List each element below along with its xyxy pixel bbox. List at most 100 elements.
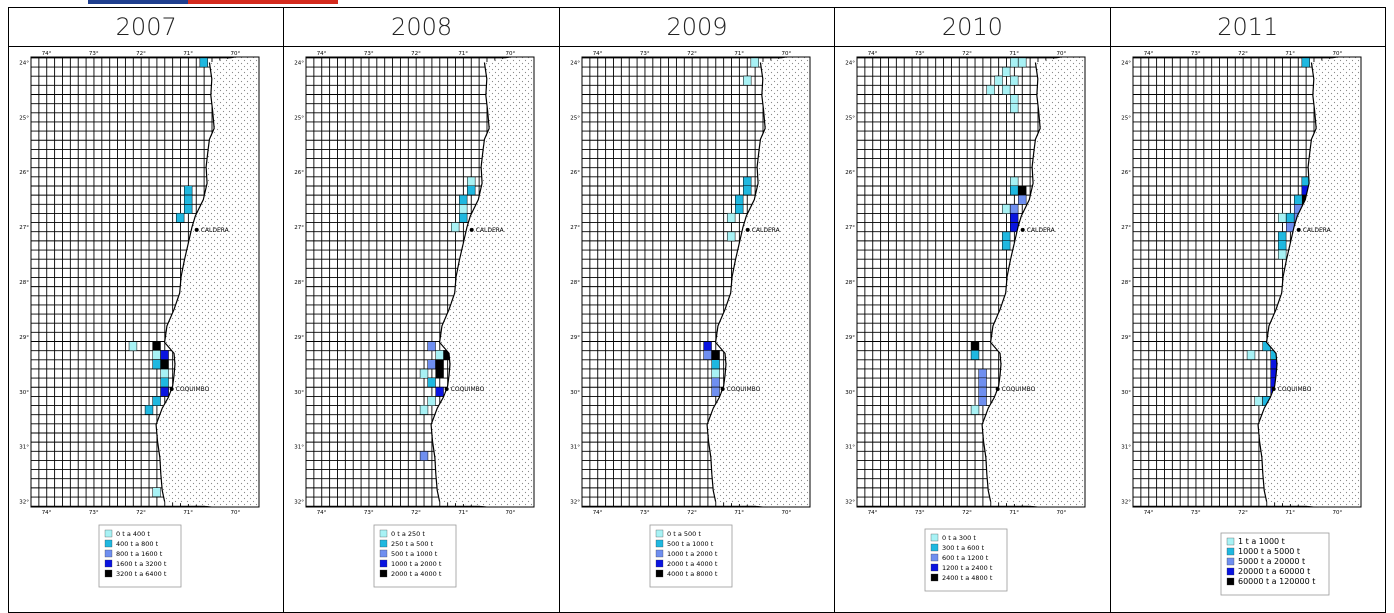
- latitude-tick-label: 28°: [19, 280, 29, 286]
- catch-cell: [144, 405, 154, 415]
- latitude-tick-label: 27°: [19, 225, 29, 231]
- latitude-tick-label: 28°: [295, 280, 305, 286]
- latitude-tick-label: 25°: [19, 115, 29, 121]
- longitude-tick-label: 72°: [687, 51, 697, 57]
- legend-label: 2400 t a 4800 t: [942, 574, 993, 582]
- legend-label: 3200 t a 6400 t: [116, 570, 167, 578]
- year-header-2011: 2011: [1109, 7, 1387, 47]
- longitude-tick-label: 71°: [183, 51, 193, 57]
- city-marker: [995, 387, 1000, 392]
- year-label: 2007: [115, 13, 177, 41]
- catch-cell: [742, 185, 752, 196]
- city-label: COQUIMBO: [176, 386, 210, 393]
- catch-cell: [435, 368, 445, 379]
- city-label: CALDERA: [1302, 227, 1331, 234]
- catch-cell: [152, 359, 161, 370]
- legend-swatch: [1226, 537, 1234, 546]
- legend-label: 1000 t a 2000 t: [667, 550, 718, 558]
- legend-label: 1000 t a 2000 t: [391, 560, 442, 568]
- year-header-2009: 2009: [558, 7, 836, 47]
- latitude-tick-label: 26°: [295, 170, 305, 176]
- land-stipple: [982, 57, 1086, 507]
- latitude-tick-label: 28°: [1121, 280, 1131, 286]
- legend-label: 0 t a 300 t: [942, 534, 976, 542]
- latitude-tick-label: 31°: [295, 445, 305, 451]
- catch-cell: [152, 396, 161, 406]
- catch-cell: [175, 212, 185, 223]
- catch-cell: [1010, 103, 1019, 113]
- latitude-tick-label: 29°: [1121, 335, 1131, 341]
- catch-cell: [1010, 212, 1019, 223]
- latitude-tick-label: 26°: [845, 170, 855, 176]
- legend-swatch: [104, 549, 113, 558]
- legend-label: 250 t a 500 t: [391, 540, 434, 548]
- longitude-tick-label: 73°: [1190, 510, 1200, 516]
- catch-cell: [467, 185, 476, 196]
- city-marker: [720, 387, 725, 392]
- legend-label: 1 t a 1000 t: [1238, 537, 1285, 546]
- catch-cell: [435, 386, 445, 397]
- catch-cell: [1010, 94, 1019, 105]
- catch-cell: [970, 341, 980, 352]
- map-panel-2007: 74° 74° 73° 73° 72° 72° 71° 71° 70° 70° 24° 25° 26° 2…: [7, 46, 285, 613]
- legend-swatch: [104, 559, 113, 568]
- longitude-tick-label: 70°: [781, 51, 791, 57]
- longitude-tick-label: 71°: [459, 51, 469, 57]
- map-body: [857, 57, 1086, 507]
- longitude-tick-label: 70°: [1057, 510, 1067, 516]
- latitude-tick-label: 25°: [845, 115, 855, 121]
- catch-cell: [978, 368, 987, 379]
- catch-map: 74° 74° 73° 73° 72° 72° 71° 71° 70° 70° 24° 25° 26° 2…: [845, 51, 1086, 592]
- city-marker: [194, 227, 199, 232]
- city-label: CALDERA: [476, 227, 505, 234]
- legend-swatch: [380, 569, 388, 578]
- legend-label: 0 t a 500 t: [667, 530, 701, 538]
- latitude-tick-label: 31°: [1121, 445, 1131, 451]
- legend-label: 500 t a 1000 t: [667, 540, 714, 548]
- longitude-tick-label: 74°: [868, 51, 878, 57]
- longitude-tick-label: 73°: [915, 510, 925, 516]
- map-panel-2008: 74° 74° 73° 73° 72° 72° 71° 71° 70° 70° 24° 25° 26° 2…: [283, 46, 560, 613]
- header-color-strip: [88, 0, 338, 4]
- catch-cell: [427, 377, 437, 388]
- legend-box: [924, 528, 1008, 592]
- longitude-tick-label: 72°: [962, 510, 972, 516]
- catch-cell: [427, 341, 437, 352]
- legend-swatch: [380, 529, 388, 538]
- city-marker: [169, 387, 174, 392]
- latitude-tick-label: 30°: [570, 390, 580, 396]
- latitude-tick-label: 30°: [845, 390, 855, 396]
- catch-cell: [1010, 204, 1019, 214]
- longitude-tick-label: 71°: [183, 510, 193, 516]
- land-stipple: [156, 57, 259, 507]
- latitude-tick-label: 29°: [295, 335, 305, 341]
- catch-cell: [160, 359, 169, 370]
- longitude-tick-label: 71°: [1009, 510, 1019, 516]
- longitude-tick-label: 74°: [42, 510, 52, 516]
- catch-cell: [726, 231, 736, 242]
- catch-cell: [734, 194, 744, 205]
- catch-cell: [711, 377, 720, 388]
- catch-cell: [703, 341, 712, 352]
- coastline: [430, 62, 491, 502]
- catch-cell: [199, 57, 208, 68]
- catch-cell: [1285, 212, 1294, 223]
- legend-swatch: [655, 539, 663, 548]
- map-panel-2009: 74° 74° 73° 73° 72° 72° 71° 71° 70° 70° 24° 25° 26° 2…: [558, 46, 836, 613]
- latitude-tick-label: 28°: [845, 280, 855, 286]
- longitude-tick-label: 70°: [1332, 51, 1342, 57]
- catch-cell: [1277, 249, 1286, 260]
- land-stipple: [431, 57, 535, 507]
- legend-label: 2000 t a 4000 t: [667, 560, 718, 568]
- legend-swatch: [1226, 557, 1234, 566]
- catch-cell: [970, 405, 980, 415]
- legend-swatch: [1226, 547, 1234, 556]
- longitude-tick-label: 70°: [781, 510, 791, 516]
- longitude-tick-label: 74°: [317, 510, 327, 516]
- catch-cell: [1002, 66, 1011, 77]
- catch-cell: [1018, 57, 1027, 68]
- catch-cell: [1277, 212, 1286, 223]
- catch-cell: [994, 75, 1003, 86]
- city-label: CALDERA: [1027, 227, 1056, 234]
- legend-swatch: [380, 549, 388, 558]
